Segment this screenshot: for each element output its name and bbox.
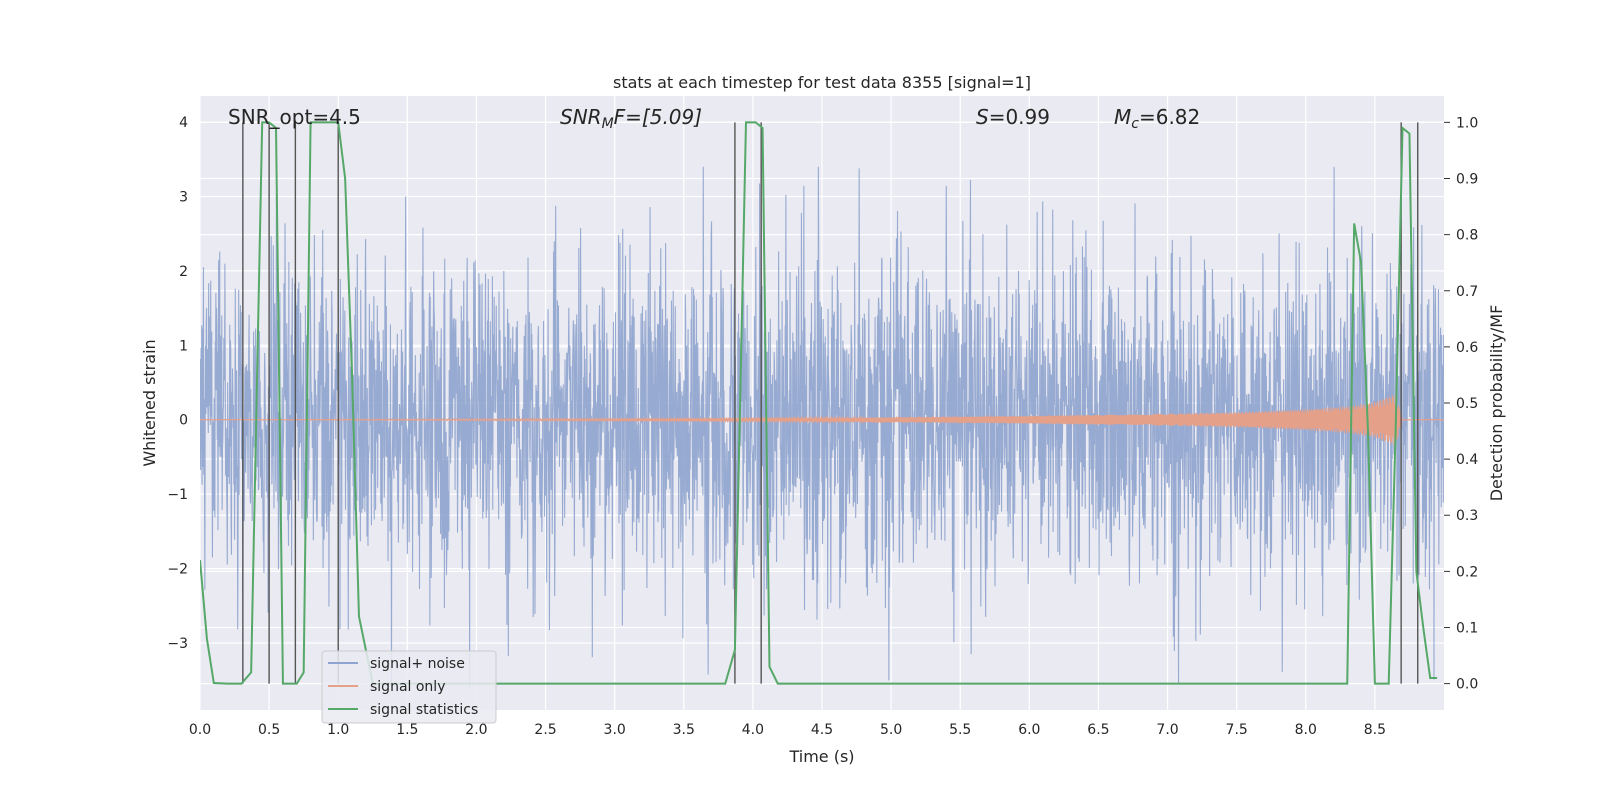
vertical-markers <box>242 122 1419 684</box>
x-tick-label: 5.0 <box>880 722 902 738</box>
y-tick-label: −1 <box>167 487 188 503</box>
x-tick-label: 4.0 <box>742 722 764 738</box>
x-tick-label: 0.0 <box>189 722 211 738</box>
y2-tick-label: 1.0 <box>1456 115 1478 131</box>
annotation-mc: Mc=6.82 <box>1114 105 1200 132</box>
y2-tick-label: 0.4 <box>1456 452 1478 468</box>
chart-title: stats at each timestep for test data 835… <box>613 73 1031 92</box>
x-tick-label: 2.0 <box>465 722 487 738</box>
y-ticks: 4 3 2 1 0 −1 −2 −3 <box>167 115 188 652</box>
x-tick-label: 3.5 <box>673 722 695 738</box>
x-tick-label: 6.5 <box>1087 722 1109 738</box>
x-tick-label: 4.5 <box>811 722 833 738</box>
x-tick-label: 1.0 <box>327 722 349 738</box>
x-tick-label: 1.5 <box>396 722 418 738</box>
y2-axis-label: Detection probability/MF <box>1487 305 1506 502</box>
legend-label-signal: signal only <box>370 679 445 695</box>
y2-tick-label: 0.6 <box>1456 340 1478 356</box>
legend-box <box>321 650 497 724</box>
y2-tick-label: 0.9 <box>1456 172 1478 188</box>
y2-ticks: 1.0 0.9 0.8 0.7 0.6 0.5 0.4 0.3 0.2 0.1 0.0 <box>1444 115 1478 693</box>
x-tick-label: 0.5 <box>258 722 280 738</box>
y-tick-label: 3 <box>179 189 188 205</box>
legend-label-noise: signal+ noise <box>370 656 465 672</box>
x-ticks: 0.0 0.5 1.0 1.5 2.0 2.5 3.0 3.5 4.0 4.5 5.0 5.5 6.0 6… <box>189 722 1386 738</box>
y2-tick-label: 0.7 <box>1456 284 1478 300</box>
x-tick-label: 3.0 <box>604 722 626 738</box>
y-tick-label: −2 <box>167 562 188 578</box>
y2-tick-label: 0.2 <box>1456 564 1478 580</box>
x-axis-label: Time (s) <box>788 747 854 766</box>
y2-tick-label: 0.0 <box>1456 677 1478 693</box>
y-tick-label: 4 <box>179 115 188 131</box>
statistics-line <box>200 121 1438 685</box>
x-tick-label: 7.0 <box>1156 722 1178 738</box>
annotation-snr-opt: SNR_opt=4.5 <box>228 105 361 129</box>
signal-line <box>200 394 1444 445</box>
legend: signal+ noise signal only signal statist… <box>321 650 497 724</box>
x-tick-label: 2.5 <box>534 722 556 738</box>
annotation-s: S=0.99 <box>976 105 1050 129</box>
y-tick-label: −3 <box>167 636 188 652</box>
y-tick-label: 0 <box>179 413 188 429</box>
x-tick-label: 8.5 <box>1364 722 1386 738</box>
y2-tick-label: 0.8 <box>1456 228 1478 244</box>
x-tick-label: 8.0 <box>1295 722 1317 738</box>
y-tick-label: 2 <box>179 264 188 280</box>
y2-tick-label: 0.5 <box>1456 396 1478 412</box>
legend-label-stats: signal statistics <box>370 702 478 718</box>
annotation-snr-mf: SNRMF=[5.09] <box>560 105 702 132</box>
x-tick-label: 6.0 <box>1018 722 1040 738</box>
y2-tick-label: 0.1 <box>1456 620 1478 636</box>
series-signal-statistics <box>200 121 1438 685</box>
series-signal-only <box>200 394 1444 445</box>
y-axis-label: Whitened strain <box>140 339 159 466</box>
y-tick-label: 1 <box>179 338 188 354</box>
y2-tick-label: 0.3 <box>1456 508 1478 524</box>
x-tick-label: 5.5 <box>949 722 971 738</box>
x-tick-label: 7.5 <box>1226 722 1248 738</box>
